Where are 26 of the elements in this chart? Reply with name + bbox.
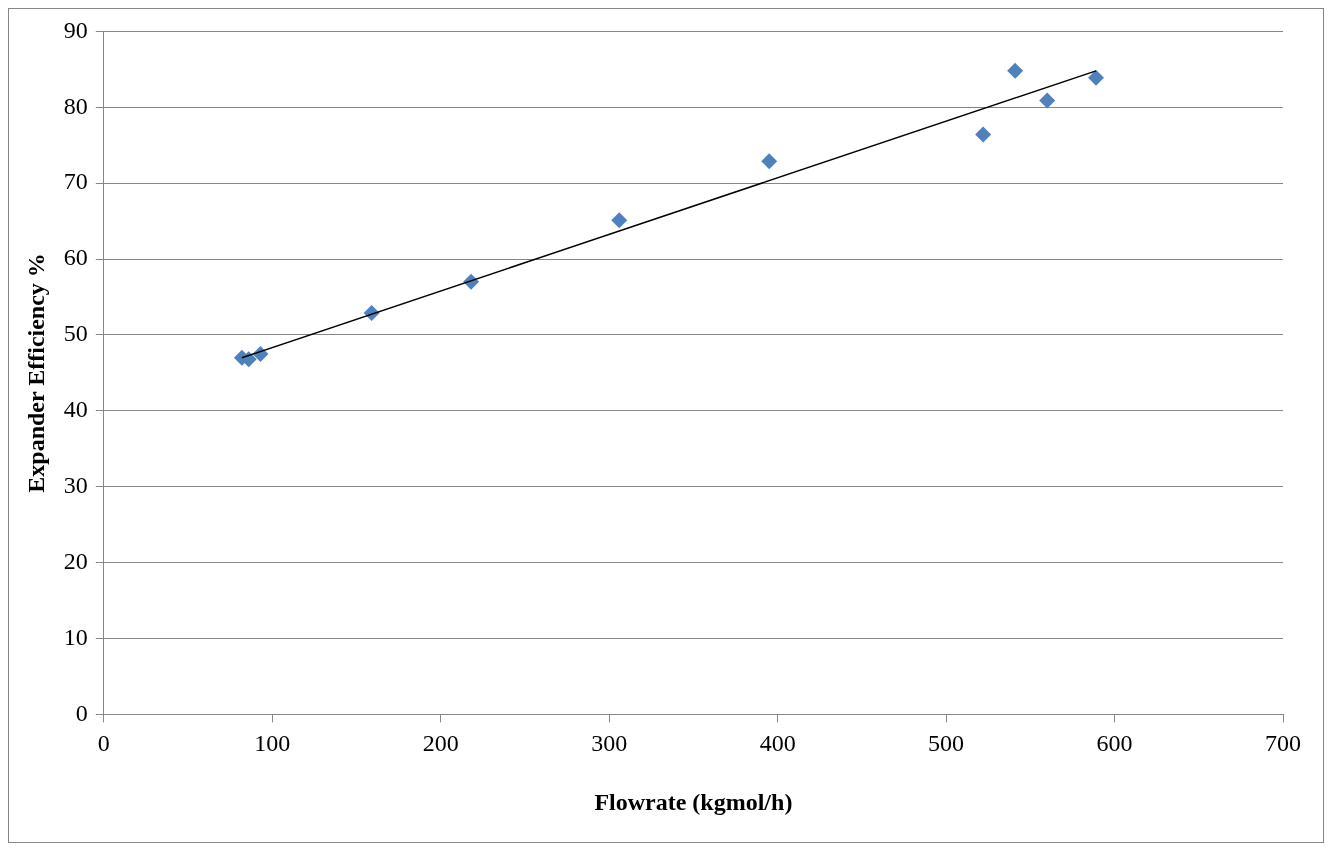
point (975, 126, 992, 143)
point (761, 153, 778, 170)
point (611, 212, 628, 229)
x-tick-label: 500 (928, 730, 965, 757)
x-tick-label: 200 (422, 730, 459, 757)
x-tick-label: 400 (759, 730, 796, 757)
y-axis-title: Expander Efficiency % (22, 253, 49, 493)
y-tick-label: 70 (63, 168, 88, 195)
y-tick-label: 30 (63, 472, 88, 499)
x-axis-title: Flowrate (kgmol/h) (594, 788, 793, 815)
y-tick-label: 0 (75, 699, 88, 726)
y-tick-label: 10 (63, 623, 88, 650)
x-tick-label: 100 (254, 730, 291, 757)
point (1007, 62, 1024, 79)
point (1039, 92, 1056, 109)
y-tick-label: 90 (63, 16, 88, 43)
y-tick-label: 80 (63, 92, 88, 119)
x-tick-label: 0 (97, 730, 110, 757)
y-tick-label: 60 (63, 244, 88, 271)
y-tick-label: 50 (63, 320, 88, 347)
x-tick-label: 600 (1096, 730, 1133, 757)
point (1088, 69, 1105, 86)
x-tick-label: 700 (1265, 730, 1301, 757)
x-tick-label: 300 (591, 730, 628, 757)
y-tick-label: 40 (63, 396, 88, 423)
y-tick-label: 20 (63, 547, 88, 574)
